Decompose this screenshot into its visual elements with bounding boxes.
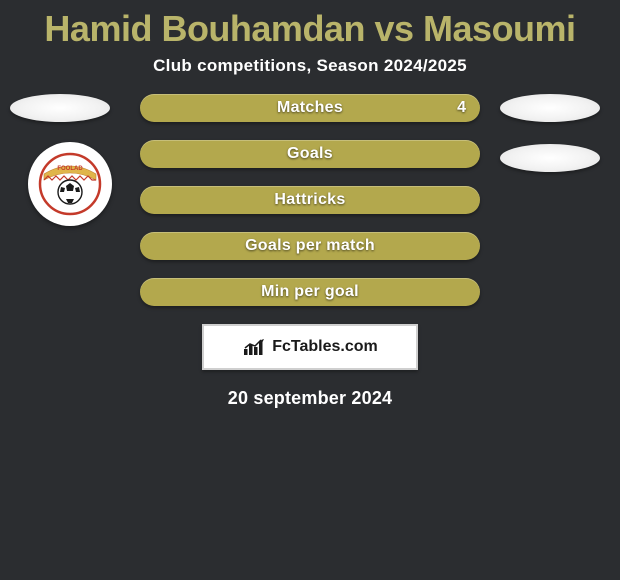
row-hattricks: Hattricks [140, 186, 480, 214]
row-label: Goals [287, 145, 333, 163]
fctables-logo-text: FcTables.com [272, 338, 378, 356]
stat-rows: Matches 4 Goals Hattricks Goals per matc… [140, 94, 480, 306]
row-value-right: 4 [457, 99, 466, 117]
fctables-logo: FcTables.com [202, 324, 418, 370]
page-title: Hamid Bouhamdan vs Masoumi [0, 0, 620, 50]
bar-chart-icon [242, 337, 266, 357]
comparison-arena: FOOLAD Matches 4 Goals Hattricks Goals p… [0, 94, 620, 409]
row-label: Matches [277, 99, 343, 117]
row-goals-per-match: Goals per match [140, 232, 480, 260]
subtitle: Club competitions, Season 2024/2025 [0, 56, 620, 76]
team-badge: FOOLAD [28, 142, 112, 226]
row-min-per-goal: Min per goal [140, 278, 480, 306]
row-label: Min per goal [261, 283, 359, 301]
team-badge-svg: FOOLAD [38, 152, 102, 216]
svg-text:FOOLAD: FOOLAD [57, 166, 83, 172]
row-matches: Matches 4 [140, 94, 480, 122]
row-label: Goals per match [245, 237, 375, 255]
left-oval-1 [10, 94, 110, 122]
player2-name: Masoumi [423, 8, 576, 49]
date-label: 20 september 2024 [0, 388, 620, 409]
right-oval-2 [500, 144, 600, 172]
row-goals: Goals [140, 140, 480, 168]
right-oval-1 [500, 94, 600, 122]
vs-text: vs [374, 8, 413, 49]
player1-name: Hamid Bouhamdan [44, 8, 365, 49]
row-label: Hattricks [274, 191, 345, 209]
